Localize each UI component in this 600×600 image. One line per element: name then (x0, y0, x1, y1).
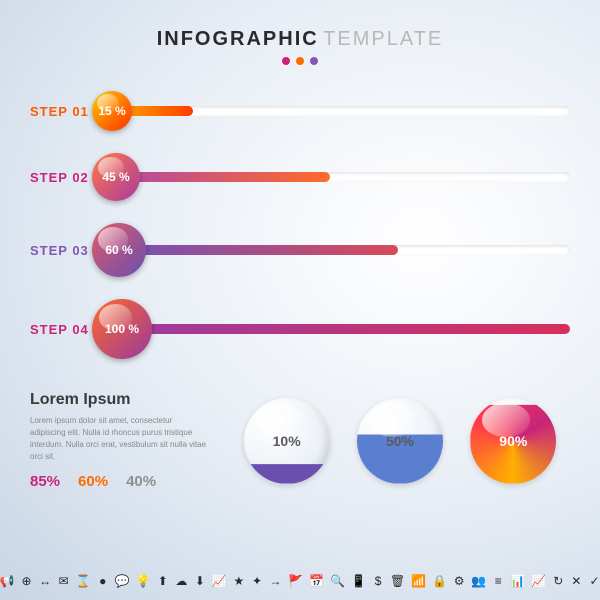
footer-icon: 📢 (0, 574, 14, 588)
percent-stat: 85% (30, 473, 60, 490)
lorem-body: Lorem ipsum dolor sit amet, consectetur … (30, 415, 210, 463)
progress-track (134, 172, 570, 182)
footer-icon: → (270, 574, 282, 588)
footer-icon: ↻ (553, 574, 564, 588)
title-light: TEMPLATE (323, 28, 443, 50)
step-circle: 100 % (92, 299, 152, 359)
footer-icon: 👥 (472, 574, 486, 588)
text-block: Lorem Ipsum Lorem ipsum dolor sit amet, … (30, 391, 210, 490)
progress-track (140, 245, 570, 255)
footer-icon: ⬆ (157, 574, 168, 588)
footer-icon: ✉ (58, 574, 69, 588)
footer-icon: 🗑 (391, 574, 405, 588)
step-row: STEP 0360 % (30, 223, 570, 277)
footer-icon: 📶 (412, 574, 426, 588)
footer-icon: ✕ (571, 574, 582, 588)
footer-icon: ⬇ (194, 574, 205, 588)
footer-icon: ● (97, 574, 108, 588)
footer-icon: ✓ (589, 574, 600, 588)
footer-icon: ★ (233, 574, 244, 588)
gauge: 10% (244, 398, 330, 484)
footer-icon: 📅 (310, 574, 324, 588)
footer-icon: 📱 (352, 574, 366, 588)
icon-strip: 📢 ⊕ ↔ ✉ ⌛ ● 💬 💡 ⬆ ☁ ⬇ 📈 ★ ✦ → 🚩 📅 🔍 📱 $ 🗑 📶 🔒 ⚙ 👥 ≡ 📊 📈 ↻ ✕ ✓ (0, 574, 600, 588)
percent-stat: 40% (126, 473, 156, 490)
title-bold: INFOGRAPHIC (157, 28, 319, 50)
footer-icon: 🔒 (433, 574, 447, 588)
footer-icon: ↔ (39, 574, 51, 588)
step-label: STEP 02 (30, 170, 92, 185)
gauge: 90% (470, 398, 556, 484)
gauge-label: 10% (273, 433, 301, 449)
progress-fill (134, 172, 330, 182)
footer-icon: 📈 (532, 574, 546, 588)
footer-icon: 🔍 (331, 574, 345, 588)
lorem-title: Lorem Ipsum (30, 391, 210, 409)
step-circle: 60 % (92, 223, 146, 277)
step-label: STEP 01 (30, 104, 92, 119)
progress-fill (140, 245, 398, 255)
gauge-label: 90% (499, 433, 527, 449)
footer-icon: ☁ (175, 574, 187, 588)
step-row: STEP 0115 % (30, 91, 570, 131)
gauges: 10% 50% 90% (230, 391, 570, 490)
step-row: STEP 0245 % (30, 153, 570, 201)
progress-fill (126, 106, 193, 116)
footer-icon: ✦ (251, 574, 262, 588)
footer-icon: 💡 (136, 574, 150, 588)
footer-icon: ⌛ (76, 574, 90, 588)
step-row: STEP 04100 % (30, 299, 570, 359)
footer-icon: 💬 (115, 574, 129, 588)
lower-section: Lorem Ipsum Lorem ipsum dolor sit amet, … (0, 381, 600, 490)
header-dot (282, 57, 290, 65)
step-label: STEP 03 (30, 243, 92, 258)
step-label: STEP 04 (30, 322, 92, 337)
steps-container: STEP 0115 % STEP 0245 % STEP 0360 % STEP 04… (0, 73, 600, 359)
footer-icon: 📊 (511, 574, 525, 588)
gauge: 50% (357, 398, 443, 484)
progress-track (146, 324, 570, 334)
header-dot (296, 57, 304, 65)
footer-icon: $ (373, 574, 384, 588)
footer-icon: 📈 (212, 574, 226, 588)
footer-icon: ⚙ (454, 574, 465, 588)
footer-icon: ≡ (493, 574, 504, 588)
header: INFOGRAPHIC TEMPLATE (0, 0, 600, 73)
header-dot (310, 57, 318, 65)
header-dots (0, 57, 600, 65)
gauge-label: 50% (386, 433, 414, 449)
progress-fill (146, 324, 570, 334)
progress-track (126, 106, 570, 116)
footer-icon: 🚩 (289, 574, 303, 588)
step-circle: 45 % (92, 153, 140, 201)
footer-icon: ⊕ (21, 574, 32, 588)
percent-stats: 85% 60% 40% (30, 473, 210, 490)
percent-stat: 60% (78, 473, 108, 490)
step-circle: 15 % (92, 91, 132, 131)
